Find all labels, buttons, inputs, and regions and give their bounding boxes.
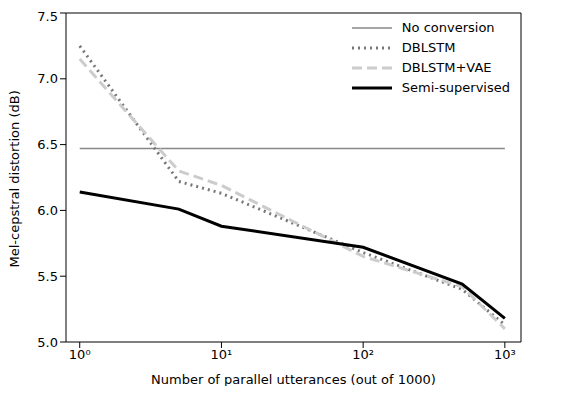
html-text:DBLSTM+VAE: DBLSTM+VAE (401, 60, 492, 75)
svg-text:10¹: 10¹ (211, 347, 233, 362)
svg-text:10³: 10³ (494, 347, 516, 362)
svg-text:6.5: 6.5 (37, 137, 58, 152)
html-text:No conversion: No conversion (401, 20, 495, 35)
svg-text:7.0: 7.0 (37, 71, 58, 86)
html-text:Semi-supervised: Semi-supervised (401, 80, 510, 95)
svg-text:10²: 10² (352, 347, 374, 362)
svg-text:6.0: 6.0 (37, 203, 58, 218)
svg-text:10⁰: 10⁰ (69, 347, 91, 362)
html-text:DBLSTM: DBLSTM (401, 40, 456, 55)
svg-text:Mel-cepstral distortion (dB): Mel-cepstral distortion (dB) (8, 90, 22, 267)
svg-text:5.5: 5.5 (37, 269, 58, 284)
svg-text:7.5: 7.5 (37, 9, 58, 24)
svg-text:Number of parallel utterances: Number of parallel utterances (out of 10… (151, 372, 436, 386)
svg-text:5.0: 5.0 (37, 335, 58, 350)
